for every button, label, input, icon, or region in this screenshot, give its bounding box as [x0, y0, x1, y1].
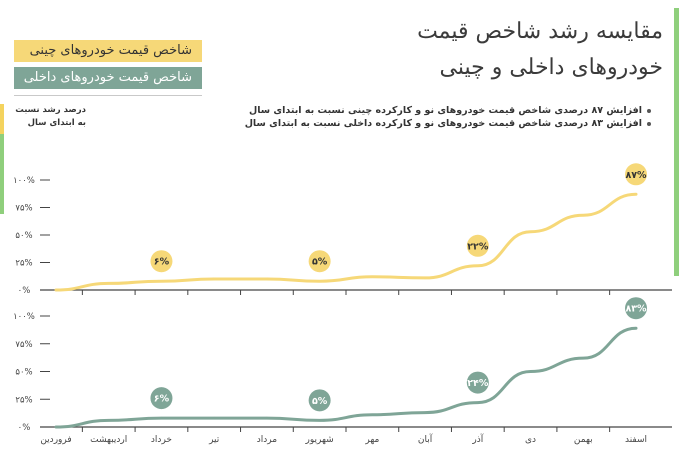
note-chinese: افزایش ۸۷ درصدی شاخص قیمت خودروهای نو و …: [231, 104, 651, 117]
title-line-2: خودروهای داخلی و چینی: [439, 55, 663, 80]
series-line: [54, 192, 638, 292]
data-point: [423, 276, 427, 280]
notes: افزایش ۸۷ درصدی شاخص قیمت خودروهای نو و …: [231, 104, 651, 130]
y-tick-label: ۲۵%: [15, 259, 32, 269]
x-tick-label: مهر: [364, 435, 379, 445]
x-tick-label: آذر: [471, 433, 483, 445]
y-tick-label: ۷۵%: [15, 340, 32, 350]
annotation-badge: [308, 389, 331, 412]
y-tick-label: ۵۰%: [15, 368, 32, 378]
series-line: [54, 326, 638, 429]
y-tick-label: ۷۵%: [15, 204, 32, 214]
data-point: [318, 280, 321, 283]
annotation-label: ۶%: [154, 394, 170, 405]
data-point: [634, 193, 638, 196]
data-point: [212, 416, 216, 420]
data-point: [423, 411, 427, 414]
annotation-badge: [466, 371, 489, 394]
y-tick-label: ۵۰%: [15, 231, 32, 241]
x-tick-label: مرداد: [257, 435, 277, 445]
data-point: [54, 288, 58, 292]
data-point: [107, 282, 110, 285]
y-tick-label: ۲۵%: [15, 395, 32, 405]
x-tick-label: خرداد: [151, 435, 172, 445]
data-point: [318, 419, 321, 422]
data-point: [54, 425, 58, 429]
y-tick-label: ۱۰۰%: [13, 312, 35, 322]
data-point: [160, 416, 163, 420]
data-point: [634, 327, 638, 330]
x-tick-label: اسفند: [625, 435, 647, 445]
chart-title: مقایسه رشد شاخص قیمت خودروهای داخلی و چی…: [363, 14, 663, 86]
data-point: [212, 277, 216, 281]
bullet-icon: [647, 108, 651, 113]
annotation-badge: [150, 387, 173, 410]
accent-bar-right: [674, 8, 679, 276]
legend-divider: [14, 95, 202, 96]
y-tick-label: ۰%: [18, 423, 31, 433]
data-point: [529, 230, 532, 233]
data-point: [265, 416, 269, 420]
panel-1: ۰% ۲۵% ۵۰% ۷۵% ۱۰۰% فروردین اردیبهشت خرداد تیر مر…: [13, 297, 672, 445]
accent-bar-left-yellow: [0, 104, 4, 134]
annotation-label: ۲۲%: [467, 241, 489, 252]
x-tick-label: آبان: [418, 433, 433, 445]
panel-0: ۰% ۲۵% ۵۰% ۷۵% ۱۰۰% ۶% ۵% ۲۲% ۸۷%: [13, 163, 672, 296]
data-point: [582, 356, 585, 360]
accent-bar-left-green: [0, 134, 4, 214]
annotation-label: ۵%: [312, 396, 328, 407]
legend-domestic-cars: شاخص قیمت خودروهای داخلی: [14, 67, 202, 89]
x-tick-label: فروردین: [40, 435, 71, 445]
data-point: [371, 413, 374, 416]
annotation-label: ۵%: [312, 257, 328, 268]
annotation-badge: [625, 163, 647, 186]
data-point: [265, 277, 269, 281]
annotation-badge: [466, 234, 489, 257]
y-axis-label: درصد رشد نسبت به ابتدای سال: [15, 105, 86, 128]
data-point: [476, 401, 480, 404]
annotation-label: ۸۳%: [625, 304, 647, 315]
data-point: [582, 214, 585, 217]
note-domestic: افزایش ۸۳ درصدی شاخص قیمت خودروهای نو و …: [231, 117, 651, 130]
data-point: [529, 370, 532, 373]
annotation-badge: [308, 250, 331, 273]
note-chinese-text: افزایش ۸۷ درصدی شاخص قیمت خودروهای نو و …: [248, 105, 642, 116]
annotation-badge: [150, 250, 173, 273]
y-tick-label: ۰%: [18, 286, 31, 296]
y-tick-label: ۱۰۰%: [13, 176, 35, 186]
data-point: [371, 275, 374, 278]
data-point: [160, 280, 163, 283]
x-tick-label: شهریور: [305, 435, 334, 445]
x-tick-label: اردیبهشت: [90, 435, 127, 445]
title-line-1: مقایسه رشد شاخص قیمت: [417, 19, 663, 44]
annotation-label: ۸۷%: [625, 170, 647, 181]
data-point: [476, 264, 480, 267]
annotation-label: ۲۴%: [467, 378, 489, 389]
x-tick-label: دی: [525, 435, 536, 445]
data-point: [107, 419, 110, 422]
bullet-icon: [647, 121, 651, 126]
annotation-label: ۶%: [154, 257, 170, 268]
x-tick-label: بهمن: [574, 435, 593, 445]
legend-chinese-cars: شاخص قیمت خودروهای چینی: [14, 40, 202, 62]
annotation-badge: [625, 297, 647, 320]
note-domestic-text: افزایش ۸۳ درصدی شاخص قیمت خودروهای نو و …: [244, 118, 642, 129]
x-tick-label: تیر: [208, 435, 220, 445]
